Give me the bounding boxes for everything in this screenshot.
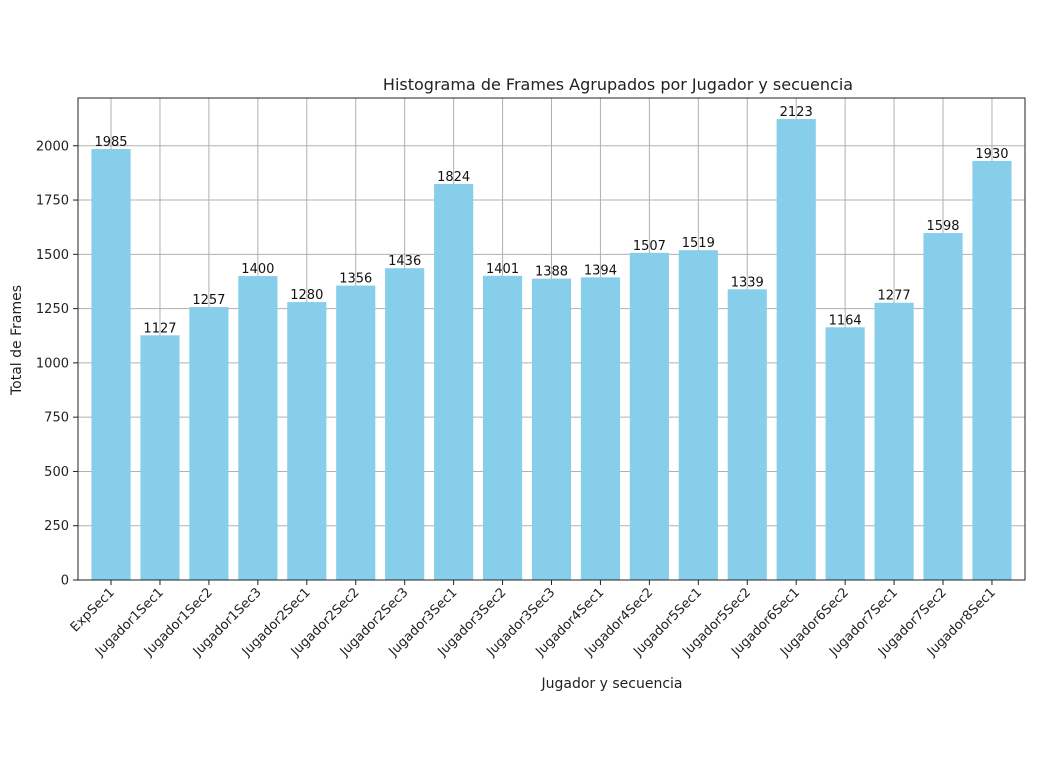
bar bbox=[972, 160, 1012, 580]
x-tick-label: ExpSec1 bbox=[68, 585, 118, 635]
chart-title: Histograma de Frames Agrupados por Jugad… bbox=[383, 75, 853, 94]
bar-value-label: 1436 bbox=[388, 254, 421, 269]
bar-value-label: 2123 bbox=[780, 105, 813, 120]
bar bbox=[385, 268, 425, 580]
y-axis: 0 250 500 750 1000 1250 1500 1750 2000 bbox=[36, 139, 78, 589]
bar-value-label: 1127 bbox=[143, 321, 176, 336]
bar bbox=[287, 302, 327, 580]
y-tick-label: 750 bbox=[44, 411, 69, 426]
bar bbox=[874, 302, 914, 580]
bar-value-label: 1339 bbox=[731, 275, 764, 290]
bar-value-label: 1280 bbox=[290, 288, 323, 303]
bar-value-label: 1356 bbox=[339, 272, 372, 287]
bar bbox=[580, 277, 621, 580]
bar-value-label: 1519 bbox=[682, 236, 715, 251]
bar-value-label: 1394 bbox=[584, 263, 617, 278]
bar bbox=[91, 149, 131, 580]
y-tick-label: 0 bbox=[61, 574, 69, 589]
bar bbox=[140, 335, 180, 580]
bar-value-label: 1257 bbox=[192, 293, 225, 308]
bar bbox=[678, 250, 718, 580]
bar-value-label: 1824 bbox=[437, 170, 470, 185]
bar bbox=[776, 119, 816, 580]
bar-value-label: 1164 bbox=[829, 313, 862, 328]
bar bbox=[482, 275, 523, 580]
bar bbox=[629, 252, 669, 580]
bar-value-label: 1507 bbox=[633, 239, 666, 254]
bar-value-label: 1277 bbox=[878, 289, 911, 304]
y-tick-label: 250 bbox=[44, 519, 69, 534]
bar bbox=[825, 327, 865, 580]
y-tick-label: 2000 bbox=[36, 139, 69, 154]
x-axis-title: Jugador y secuencia bbox=[541, 676, 683, 692]
bar-value-label: 1985 bbox=[94, 135, 127, 150]
bar bbox=[923, 233, 963, 580]
bar-value-label: 1598 bbox=[926, 219, 959, 234]
bar bbox=[238, 276, 278, 580]
y-tick-label: 1750 bbox=[36, 194, 69, 209]
bar bbox=[727, 289, 767, 580]
bar-value-label: 1930 bbox=[975, 147, 1008, 162]
y-tick-label: 1250 bbox=[36, 302, 69, 317]
bar-value-label: 1401 bbox=[486, 262, 519, 277]
bar bbox=[531, 278, 572, 580]
y-tick-label: 500 bbox=[44, 465, 69, 480]
bar bbox=[336, 285, 376, 580]
bar-value-label: 1388 bbox=[535, 265, 568, 280]
y-axis-title: Total de Frames bbox=[9, 285, 25, 396]
x-axis: ExpSec1Jugador1Sec1Jugador1Sec2Jugador1S… bbox=[68, 580, 999, 660]
bar bbox=[189, 307, 229, 580]
bar-value-label: 1400 bbox=[241, 262, 274, 277]
bars bbox=[91, 119, 1012, 580]
y-tick-label: 1000 bbox=[36, 356, 69, 371]
bar bbox=[434, 183, 474, 580]
data-labels: 1985 1127 1257 1400 1280 1356 1436 1824 1401 1388… bbox=[94, 105, 1008, 336]
y-tick-label: 1500 bbox=[36, 248, 69, 263]
